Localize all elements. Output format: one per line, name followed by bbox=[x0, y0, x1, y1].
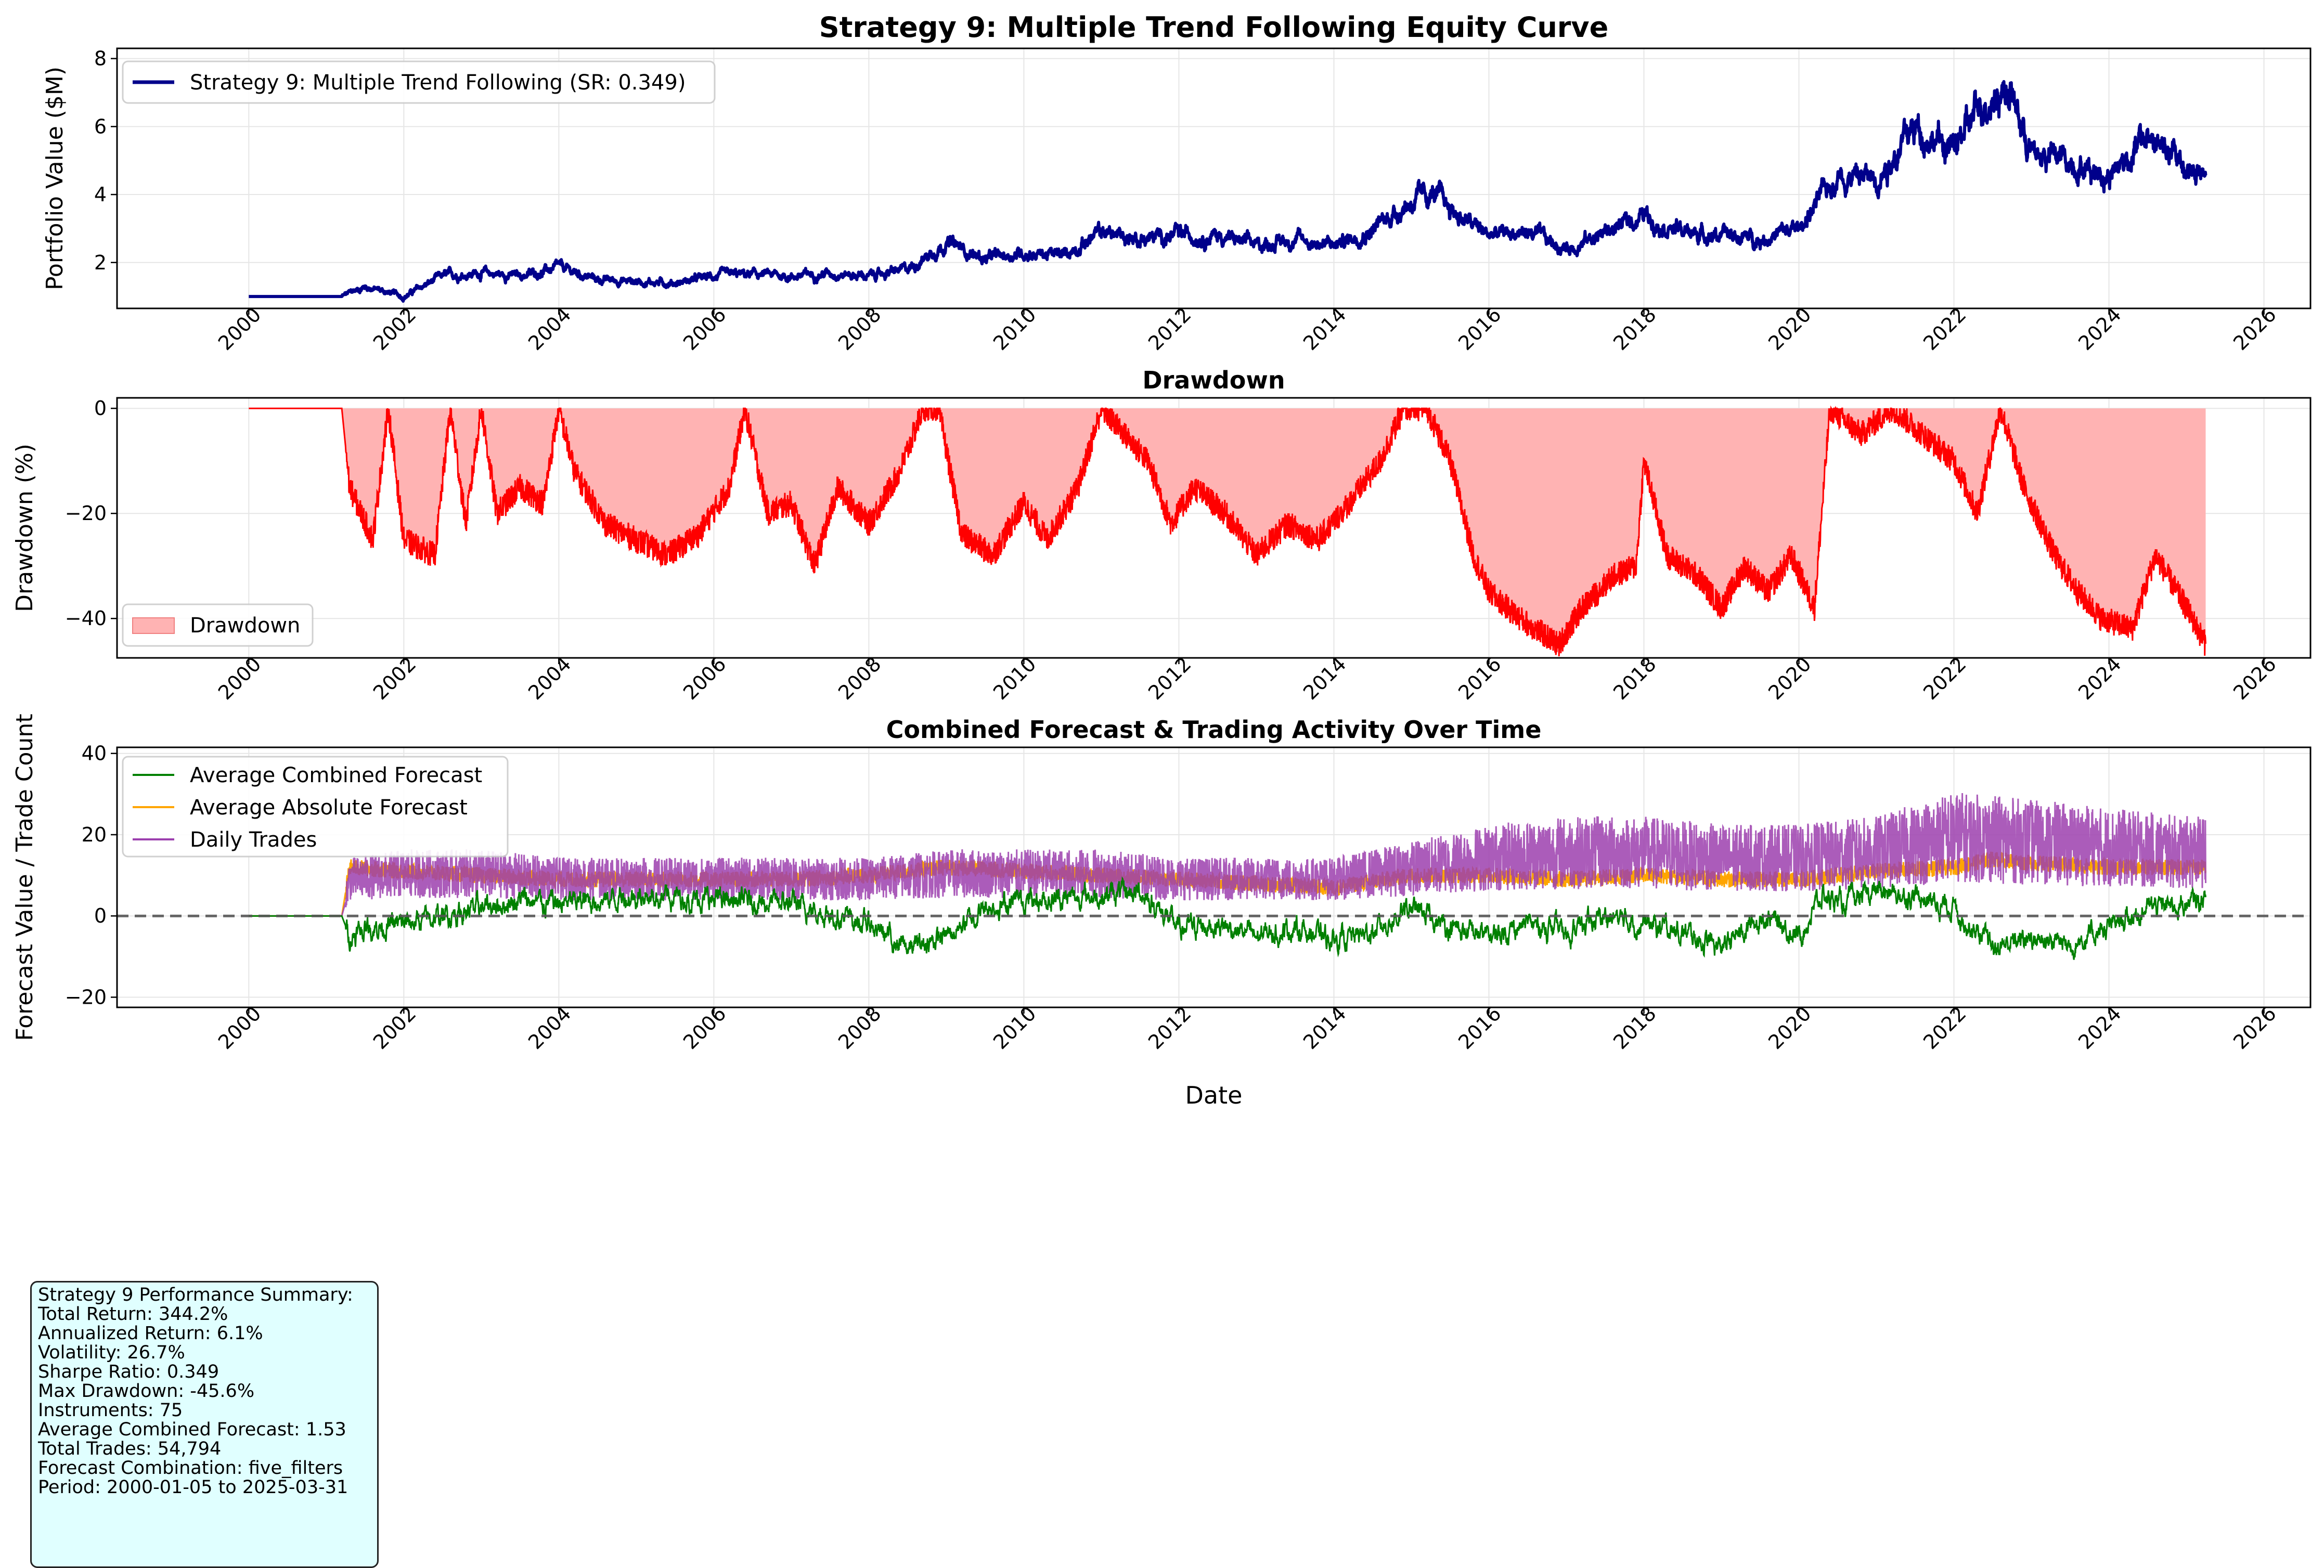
y-tick-label: 20 bbox=[82, 823, 107, 846]
plot-frame bbox=[116, 746, 2312, 1008]
x-tick-label: 2016 bbox=[1454, 653, 1506, 705]
y-tick-label: 40 bbox=[82, 742, 107, 765]
x-tick-label: 2026 bbox=[2229, 1002, 2281, 1054]
x-tick-label: 2026 bbox=[2229, 303, 2281, 355]
performance-summary-box: Strategy 9 Performance Summary: Total Re… bbox=[30, 1281, 379, 1568]
x-tick-label: 2014 bbox=[1299, 1002, 1351, 1054]
x-tick-label: 2018 bbox=[1609, 653, 1661, 705]
y-tick-label: 2 bbox=[94, 251, 107, 274]
legend-label: Drawdown bbox=[190, 614, 300, 638]
x-tick-label: 2012 bbox=[1144, 1002, 1196, 1054]
x-tick-label: 2010 bbox=[989, 303, 1041, 355]
x-tick-label: 2024 bbox=[2074, 1002, 2126, 1054]
summary-line: Annualized Return: 6.1% bbox=[38, 1323, 263, 1344]
x-tick-label: 2010 bbox=[989, 1002, 1041, 1054]
x-tick-label: 2008 bbox=[834, 1002, 886, 1054]
equity-curve-line bbox=[247, 80, 2207, 303]
y-axis-label: Portfolio Value ($M) bbox=[42, 67, 68, 290]
drawdown-line bbox=[249, 405, 2206, 657]
legend-box bbox=[122, 60, 716, 104]
x-tick-label: 2020 bbox=[1764, 303, 1816, 355]
x-tick-label: 2002 bbox=[369, 1002, 421, 1054]
y-tick-label: −40 bbox=[65, 607, 107, 630]
summary-line: Volatility: 26.7% bbox=[38, 1342, 185, 1363]
y-axis-label: Drawdown (%) bbox=[11, 444, 38, 612]
y-tick-label: 0 bbox=[94, 904, 107, 927]
legend-box bbox=[122, 603, 314, 647]
x-axis-label: Date bbox=[1185, 1081, 1243, 1109]
x-tick-label: 2024 bbox=[2074, 653, 2126, 705]
x-tick-label: 2004 bbox=[524, 653, 576, 705]
y-tick-label: 8 bbox=[94, 47, 107, 70]
legend-label: Average Absolute Forecast bbox=[190, 796, 468, 820]
plot-frame bbox=[116, 47, 2312, 309]
x-tick-label: 2006 bbox=[679, 303, 731, 355]
summary-line: Forecast Combination: five_filters bbox=[38, 1458, 343, 1479]
x-tick-label: 2008 bbox=[834, 303, 886, 355]
x-tick-label: 2014 bbox=[1299, 653, 1351, 705]
chart-title: Strategy 9: Multiple Trend Following Equ… bbox=[819, 11, 1609, 44]
chart-title: Combined Forecast & Trading Activity Ove… bbox=[886, 716, 1542, 744]
legend-swatch-drawdown bbox=[132, 617, 175, 634]
summary-line: Max Drawdown: -45.6% bbox=[38, 1381, 255, 1402]
x-tick-label: 2012 bbox=[1144, 653, 1196, 705]
summary-line: Total Return: 344.2% bbox=[38, 1304, 228, 1325]
plot-series-group bbox=[247, 80, 2207, 303]
summary-line: Total Trades: 54,794 bbox=[38, 1439, 222, 1459]
x-tick-label: 2000 bbox=[214, 1002, 266, 1054]
y-tick-label: 6 bbox=[94, 115, 107, 138]
summary-line: Period: 2000-01-05 to 2025-03-31 bbox=[38, 1477, 348, 1498]
summary-line: Instruments: 75 bbox=[38, 1400, 183, 1421]
x-tick-label: 2010 bbox=[989, 653, 1041, 705]
legend-label: Strategy 9: Multiple Trend Following (SR… bbox=[190, 71, 686, 95]
x-tick-label: 2006 bbox=[679, 653, 731, 705]
x-tick-label: 2004 bbox=[524, 1002, 576, 1054]
x-tick-label: 2000 bbox=[214, 303, 266, 355]
x-tick-label: 2024 bbox=[2074, 303, 2126, 355]
plot-frame bbox=[116, 397, 2312, 659]
x-tick-label: 2018 bbox=[1609, 1002, 1661, 1054]
summary-line: Average Combined Forecast: 1.53 bbox=[38, 1419, 346, 1440]
x-tick-label: 2008 bbox=[834, 653, 886, 705]
x-tick-label: 2002 bbox=[369, 653, 421, 705]
daily-trades-line bbox=[249, 793, 2206, 917]
legend-label: Daily Trades bbox=[190, 828, 317, 852]
x-tick-label: 2020 bbox=[1764, 1002, 1816, 1054]
y-axis-label: Forecast Value / Trade Count bbox=[11, 714, 38, 1041]
x-tick-label: 2018 bbox=[1609, 303, 1661, 355]
summary-line: Strategy 9 Performance Summary: bbox=[38, 1285, 353, 1305]
y-tick-label: −20 bbox=[65, 502, 107, 525]
plot-series-group bbox=[249, 793, 2206, 960]
chart-title: Drawdown bbox=[1142, 366, 1285, 394]
x-tick-label: 2022 bbox=[1919, 303, 1971, 355]
x-tick-label: 2022 bbox=[1919, 1002, 1971, 1054]
y-tick-label: 4 bbox=[94, 183, 107, 206]
combined-forecast-line bbox=[249, 876, 2206, 960]
plot-series-group bbox=[249, 405, 2206, 657]
x-tick-label: 2002 bbox=[369, 303, 421, 355]
x-tick-label: 2022 bbox=[1919, 653, 1971, 705]
x-tick-label: 2014 bbox=[1299, 303, 1351, 355]
x-tick-label: 2020 bbox=[1764, 653, 1816, 705]
y-tick-label: 0 bbox=[94, 397, 107, 420]
summary-line: Sharpe Ratio: 0.349 bbox=[38, 1362, 220, 1382]
x-tick-label: 2012 bbox=[1144, 303, 1196, 355]
y-tick-label: −20 bbox=[65, 986, 107, 1008]
x-tick-label: 2026 bbox=[2229, 653, 2281, 705]
x-tick-label: 2016 bbox=[1454, 303, 1506, 355]
legend-box bbox=[122, 756, 509, 858]
x-tick-label: 2004 bbox=[524, 303, 576, 355]
x-tick-label: 2006 bbox=[679, 1002, 731, 1054]
legend-label: Average Combined Forecast bbox=[190, 763, 482, 787]
x-tick-label: 2000 bbox=[214, 653, 266, 705]
x-tick-label: 2016 bbox=[1454, 1002, 1506, 1054]
